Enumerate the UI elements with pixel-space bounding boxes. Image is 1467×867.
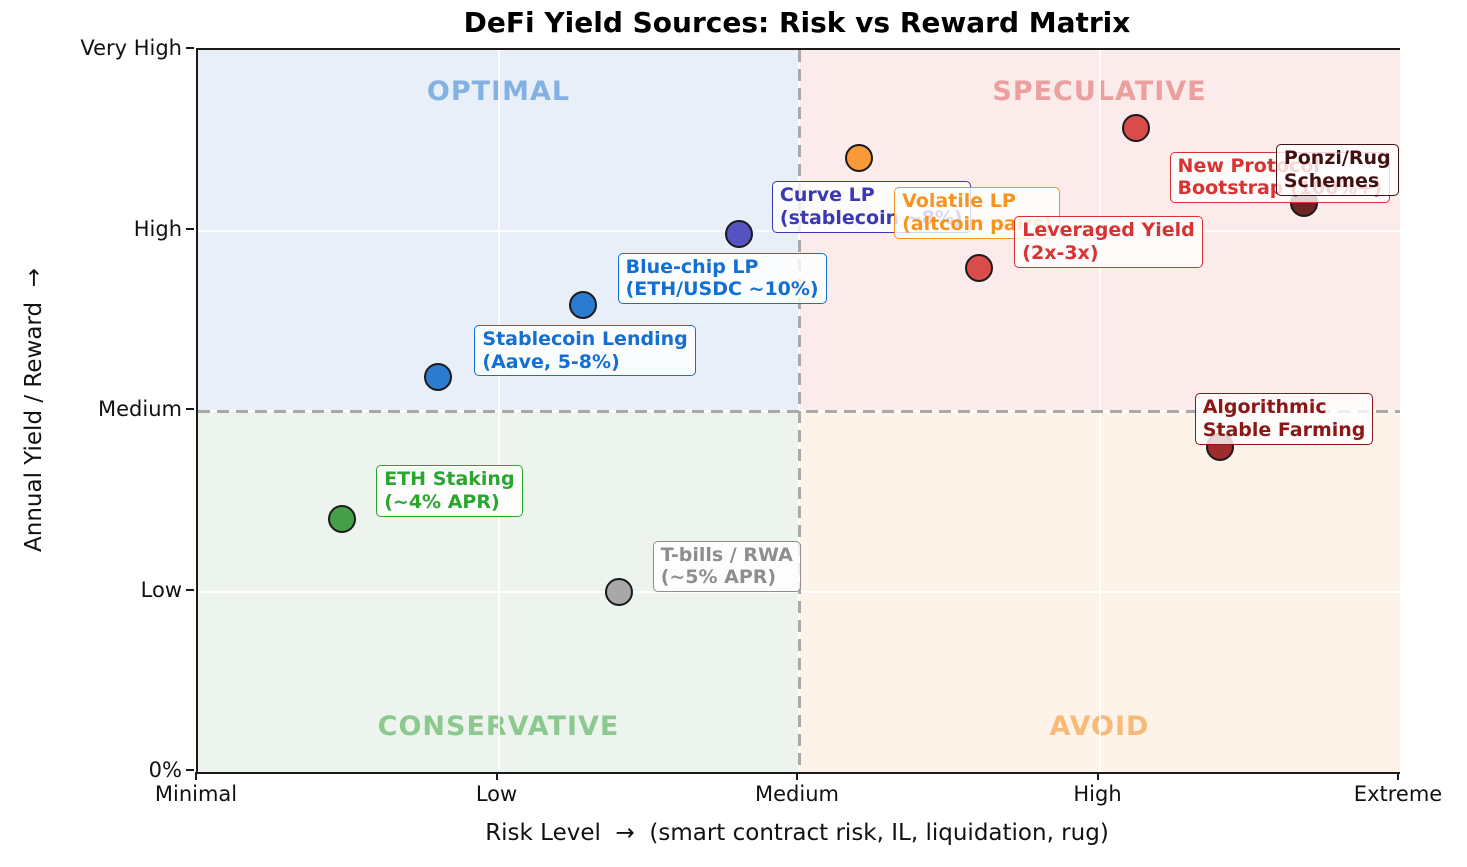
point-label-eth-staking: ETH Staking (~4% APR) [376,465,523,517]
x-tick-label: Medium [755,782,839,806]
x-tick-label: High [1073,782,1122,806]
y-tick-mark [186,769,194,771]
data-point-leveraged-yield [965,254,994,283]
data-point-tbills-rwa [604,577,633,606]
y-tick-label: High [133,216,182,241]
point-label-tbills-rwa: T-bills / RWA (~5% APR) [652,540,801,593]
data-point-new-protocol [1121,113,1150,142]
y-tick-mark [186,588,194,591]
point-label-stablecoin-lending: Stablecoin Lending (Aave, 5-8%) [474,324,696,377]
y-tick-label: Low [140,577,182,602]
y-tick-mark [186,47,194,49]
x-tick-mark [495,772,498,780]
y-tick-label: Medium [98,397,182,421]
y-tick-mark [186,408,194,410]
x-axis-label: Risk Level → (smart contract risk, IL, l… [485,820,1109,846]
y-tick-label: Very High [80,36,182,60]
y-tick-label: 0% [148,758,182,782]
y-axis-label: Annual Yield / Reward → [21,268,47,552]
x-tick-label: Low [475,782,518,806]
y-tick-mark [186,227,194,230]
point-label-algo-stable: Algorithmic Stable Farming [1194,393,1374,445]
x-tick-mark [195,772,197,780]
x-tick-label: Minimal [154,782,238,806]
x-tick-mark [796,772,798,780]
x-tick-label: Extreme [1353,782,1443,806]
plot-area: OPTIMALSPECULATIVECONSERVATIVEAVOIDETH S… [196,48,1400,774]
x-tick-mark [1397,772,1399,780]
x-tick-mark [1096,772,1099,780]
quadrant-divider-horizontal [198,409,1400,413]
point-label-ponzi-rug: Ponzi/Rug Schemes [1275,144,1399,197]
data-point-stablecoin-lending [424,362,453,391]
chart-title: DeFi Yield Sources: Risk vs Reward Matri… [463,6,1131,39]
data-point-eth-staking [328,505,357,534]
data-point-curve-lp [724,220,753,249]
data-point-volatile-lp [845,144,874,173]
data-point-bluechip-lp [568,290,597,319]
point-label-leveraged-yield: Leveraged Yield (2x-3x) [1014,216,1203,268]
point-label-bluechip-lp: Blue-chip LP (ETH/USDC ~10%) [617,252,827,305]
